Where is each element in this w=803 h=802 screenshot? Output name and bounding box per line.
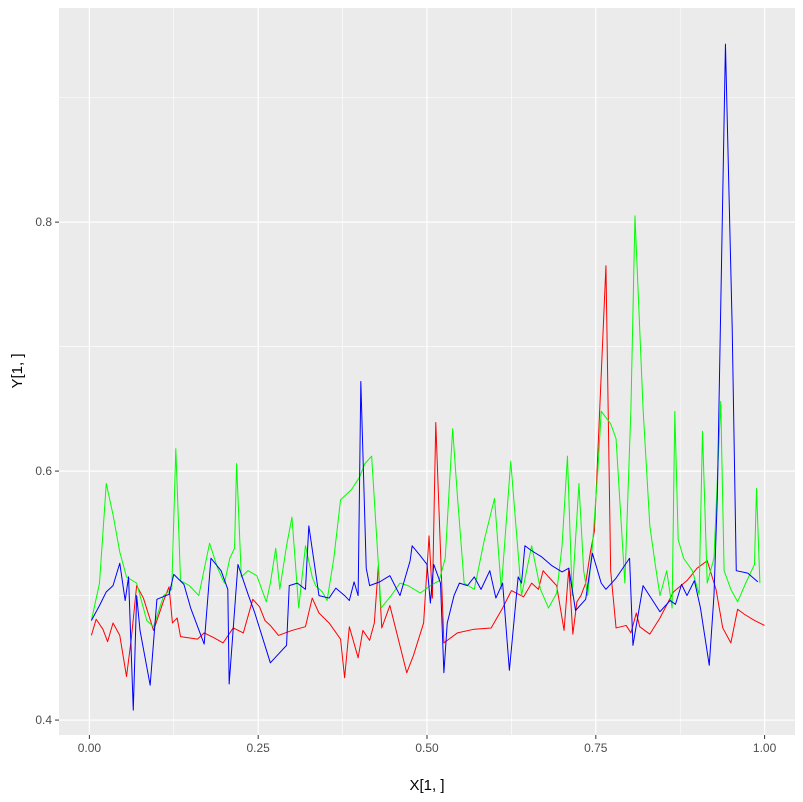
x-tick-label: 0.50: [415, 741, 439, 755]
y-axis-title: Y[1, ]: [9, 353, 26, 388]
y-tick-label: 0.6: [35, 464, 52, 478]
x-tick-label: 0.75: [584, 741, 608, 755]
series-line-2: [90, 215, 761, 628]
series-layer: [90, 43, 765, 711]
x-tick-label: 1.00: [753, 741, 777, 755]
series-line-3: [90, 43, 759, 711]
series-line-1: [90, 265, 765, 679]
x-tick-label: 0.00: [78, 741, 102, 755]
y-tick-label: 0.8: [35, 215, 52, 229]
y-tick-label: 0.4: [35, 713, 52, 727]
x-axis-title: X[1, ]: [409, 777, 444, 794]
y-axis: 0.4 0.6 0.8: [35, 215, 59, 727]
major-gridlines: [59, 8, 795, 735]
x-tick-label: 0.25: [247, 741, 271, 755]
x-axis: 0.00 0.25 0.50 0.75 1.00: [78, 735, 777, 755]
